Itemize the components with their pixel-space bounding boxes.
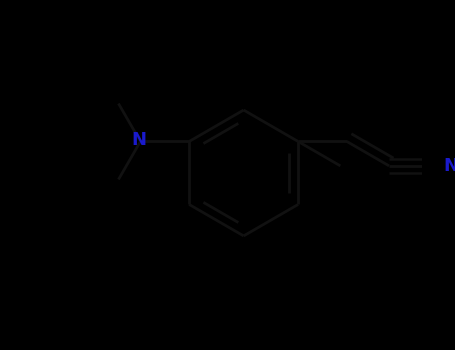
Text: N: N [131,131,146,149]
Text: N: N [444,157,455,175]
